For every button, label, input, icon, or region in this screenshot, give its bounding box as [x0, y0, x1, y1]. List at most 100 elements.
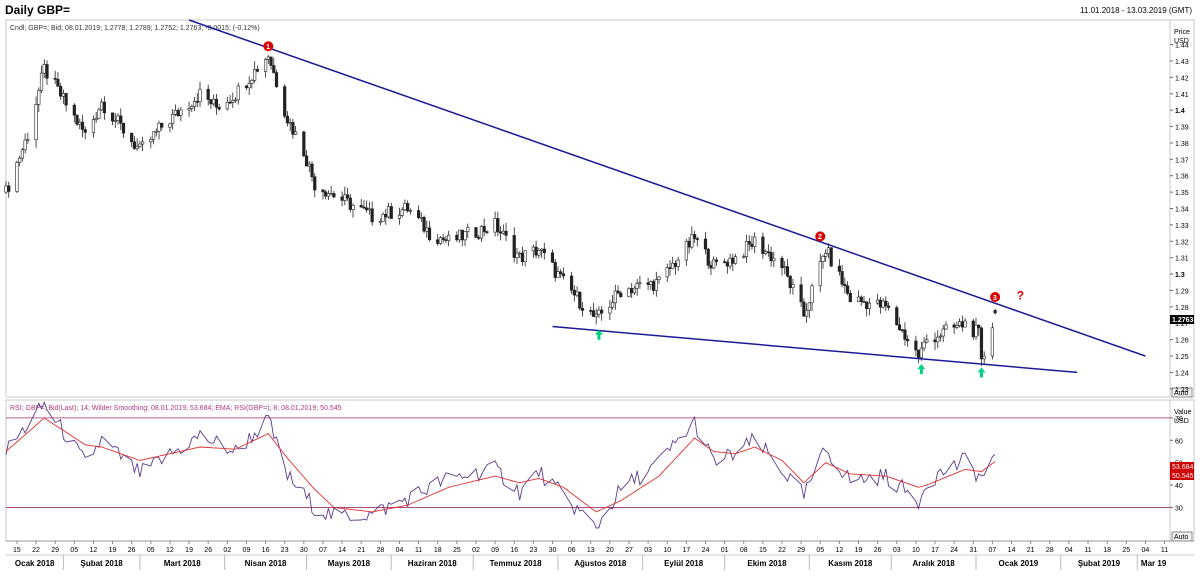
- candle-body: [272, 65, 276, 73]
- x-tick-label: 22: [778, 547, 786, 554]
- candle-body: [668, 267, 672, 269]
- price-tick-label: 1.33: [1175, 223, 1189, 230]
- candle-body: [764, 251, 768, 254]
- candle-body: [408, 210, 412, 212]
- candle-body: [501, 230, 505, 234]
- candle-body: [723, 261, 727, 263]
- candle-body: [728, 257, 732, 267]
- x-tick-label: 14: [1008, 547, 1016, 554]
- candle-body: [843, 283, 847, 287]
- candle-body: [684, 240, 688, 261]
- price-tick-label: 1.36: [1175, 174, 1189, 181]
- candle-body: [233, 99, 238, 102]
- x-tick-label: 06: [568, 547, 576, 554]
- candle-body: [83, 129, 87, 133]
- candle-body: [329, 193, 333, 195]
- candle-body: [512, 235, 516, 258]
- candle-body: [881, 300, 885, 308]
- price-tick-label: 1.24: [1175, 370, 1189, 377]
- rsi-panel-frame: [5, 399, 1171, 542]
- candle-body: [646, 282, 650, 285]
- price-tick-label: 1.29: [1175, 288, 1189, 295]
- candle-body: [444, 239, 448, 241]
- candle-body: [187, 108, 191, 111]
- candle-body: [597, 309, 601, 315]
- candle-body: [225, 101, 229, 110]
- candle-body: [821, 256, 825, 262]
- price-y-axis: 1.44 1.43 1.42 1.41 1.4 1.39 1.38 1.37 1.36 1.35 1…: [1170, 43, 1189, 394]
- price-axis-unit: USD: [1174, 38, 1189, 45]
- candle-body: [288, 122, 292, 124]
- chart-header: Daily GBP= 11.01.2018 - 13.03.2019 (GMT): [0, 0, 1200, 20]
- candle-body: [876, 299, 880, 304]
- candle-body: [627, 288, 631, 297]
- price-tick-label: 1.25: [1175, 354, 1189, 361]
- candle-body: [791, 284, 795, 289]
- candle-body: [321, 189, 325, 193]
- candle-body: [941, 328, 945, 337]
- candle-body: [113, 120, 117, 122]
- x-tick-label: 24: [950, 547, 958, 554]
- candle-body: [397, 215, 402, 219]
- price-tick-label: 1.26: [1175, 338, 1189, 345]
- candle-body: [18, 157, 22, 163]
- candle-body: [772, 257, 776, 262]
- x-tick-label: 17: [931, 547, 939, 554]
- x-tick-label: 04: [396, 547, 404, 554]
- candle-body: [348, 197, 352, 210]
- x-tick-label: 23: [529, 547, 537, 554]
- candle-body: [206, 88, 210, 100]
- candle-body: [39, 72, 44, 91]
- candle-body: [75, 114, 79, 125]
- candle-body: [518, 252, 522, 255]
- candle-body: [744, 241, 749, 257]
- price-tick-label: 1.28: [1175, 305, 1189, 312]
- price-tick-label: 1.31: [1175, 256, 1189, 263]
- candle-body: [496, 218, 500, 233]
- candle-body: [7, 185, 11, 192]
- rsi-tick-label: 30: [1175, 505, 1183, 512]
- candle-body: [630, 288, 634, 294]
- candle-body: [100, 101, 104, 111]
- candle-body: [859, 296, 863, 302]
- candle-body: [64, 93, 68, 106]
- candle-body: [386, 206, 391, 218]
- x-tick-label: 01: [721, 547, 729, 554]
- candle-body: [149, 138, 153, 143]
- x-tick-label: 19: [109, 547, 117, 554]
- candle-body: [37, 90, 41, 105]
- candle-body: [285, 115, 290, 124]
- candle-body: [212, 98, 216, 105]
- rsi-legend: RSI; GBP=; Bid(Last); 14; Wilder Smoothi…: [10, 405, 342, 412]
- x-tick-label: 03: [893, 547, 901, 554]
- candle-body: [895, 307, 899, 326]
- candle-body: [725, 262, 729, 267]
- candle-body: [384, 214, 388, 218]
- candle-body: [493, 218, 497, 233]
- candle-body: [687, 240, 691, 248]
- candle-body: [324, 191, 328, 197]
- candle-body: [804, 309, 809, 317]
- candle-body: [42, 64, 46, 74]
- candle-body: [378, 221, 382, 223]
- ema-line: [5, 417, 996, 513]
- candle-body: [302, 131, 306, 157]
- candle-body: [190, 106, 194, 109]
- candle-body: [692, 234, 697, 239]
- price-auto-button[interactable]: Auto: [1171, 387, 1193, 398]
- candle-body: [247, 83, 251, 89]
- rsi-auto-button[interactable]: Auto: [1171, 531, 1193, 542]
- x-tick-label: 10: [663, 547, 671, 554]
- candle-body: [865, 301, 869, 310]
- candle-body: [97, 109, 101, 119]
- candle-body: [157, 122, 161, 132]
- month-label: Eylül 2018: [664, 559, 704, 568]
- candle-body: [151, 131, 156, 140]
- candle-body: [733, 256, 738, 264]
- candle-body: [993, 310, 997, 314]
- candle-body: [141, 141, 145, 145]
- marker-2-label: 2: [818, 234, 822, 241]
- x-tick-label: 11: [1161, 547, 1168, 554]
- candle-body: [561, 273, 566, 277]
- candle-body: [168, 123, 172, 128]
